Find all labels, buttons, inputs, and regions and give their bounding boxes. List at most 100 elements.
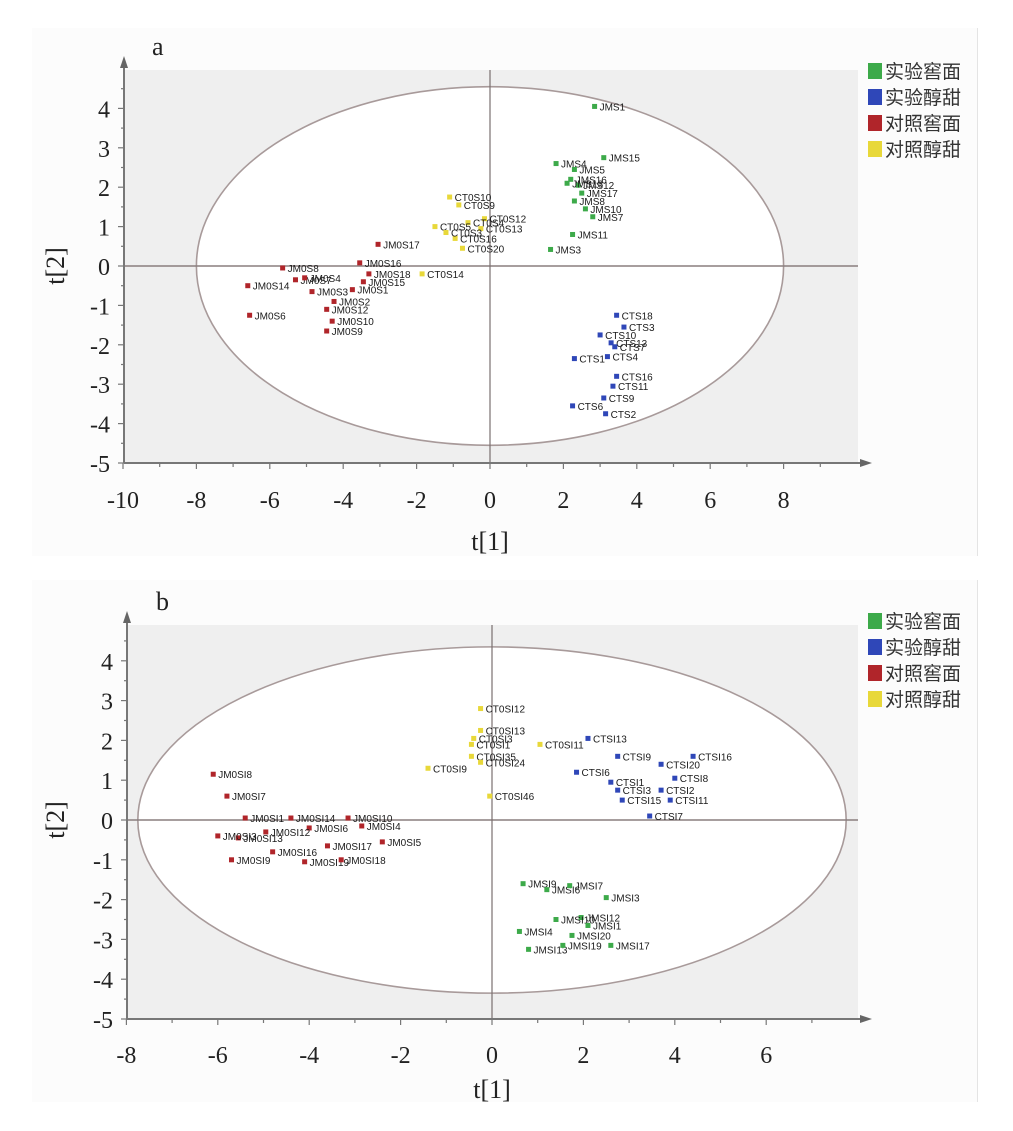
x-tick-label: 0 [486,1043,498,1069]
data-point-label: JMSI12 [586,914,620,925]
data-point-e8d83a [471,735,477,741]
data-point-2f47b8 [608,340,614,346]
data-point-label: JMS8 [579,197,605,208]
data-point-label: CT0S4 [473,219,505,230]
data-point-2f47b8 [603,411,609,417]
data-point-label: JM0SI16 [278,848,318,859]
data-point-e8d83a [443,230,449,236]
data-point-b0252a [210,771,216,777]
data-point-e8d83a [481,216,487,222]
data-point-3daa4a [601,155,607,161]
x-tick-label: 8 [778,488,790,514]
legend-swatch [868,665,882,681]
x-tick-label: 6 [760,1043,772,1069]
legend-label: 实验醇甜 [885,637,961,659]
data-point-label: JMSI6 [552,886,581,897]
legend-swatch [868,89,882,105]
data-point-b0252a [309,289,315,295]
y-tick-label: -3 [90,373,110,399]
data-point-label: JM0SI14 [296,814,336,825]
x-tick-label: 6 [704,488,716,514]
data-point-label: JM0S18 [374,270,411,281]
data-point-label: CT0S12 [489,215,526,226]
y-tick-label: -2 [90,334,110,360]
data-point-label: CTS9 [609,394,635,405]
chart-panel-a: 4 3 2 1 0 -1 -2 -3 -4 -5 -10 -8 -6 -4 -2 0 2 4 6 8 t[1] t[2] a… [32,28,978,556]
data-point-label: CTSI20 [666,760,700,771]
data-point-b0252a [229,857,235,863]
data-point-label: CTSI15 [627,796,661,807]
data-point-b0252a [359,823,365,829]
data-point-label: CTSI1 [616,778,645,789]
data-point-label: JM0S7 [300,276,332,287]
data-point-e8d83a [478,759,484,765]
data-point-b0252a [245,283,251,289]
data-point-3daa4a [569,932,575,938]
data-point-label: JMS7 [598,213,624,224]
data-point-b0252a [280,265,286,271]
data-point-label: JM0S15 [368,278,405,289]
data-point-label: CTSI8 [680,774,709,785]
x-tick-label: -4 [299,1043,319,1069]
data-point-b0252a [292,277,298,283]
data-point-label: CTS18 [622,311,654,322]
panel-label: a [152,32,164,61]
data-point-label: JM0SI7 [232,792,266,803]
data-point-label: CTSI11 [675,796,709,807]
legend-label: 对照窖面 [885,663,961,685]
data-point-label: JM0S6 [255,311,287,322]
data-point-3daa4a [516,928,522,934]
legend-swatch [868,691,882,707]
data-point-2f47b8 [658,787,664,793]
data-point-2f47b8 [619,797,625,803]
data-point-2f47b8 [610,383,616,389]
data-point-label: CT0SI35 [476,752,516,763]
data-point-3daa4a [544,887,550,893]
data-point-e8d83a [478,226,484,232]
y-tick-label: 0 [98,255,110,281]
data-point-label: CTS4 [612,353,638,364]
chart-panel-b: 4 3 2 1 0 -1 -2 -3 -4 -5 -8 -6 -4 -2 0 2 4 6 t[1] t[2] b JMSI… [32,580,978,1102]
data-point-b0252a [324,328,330,334]
data-point-label: CT0SI9 [433,764,467,775]
data-point-3daa4a [571,198,577,204]
data-point-2f47b8 [690,753,696,759]
data-point-label: JMS16 [576,175,608,186]
data-point-2f47b8 [621,324,627,330]
x-axis-label: t[1] [471,527,509,556]
data-point-label: JM0SI4 [367,822,401,833]
data-point-e8d83a [425,765,431,771]
data-point-e8d83a [432,224,438,230]
data-point-label: JM0SI5 [387,838,421,849]
legend-swatch [868,639,882,655]
data-point-label: CTS7 [620,343,646,354]
data-point-label: JM0SI13 [243,834,283,845]
data-point-e8d83a [447,194,453,200]
data-point-2f47b8 [608,779,614,785]
y-tick-label: 3 [101,690,113,716]
data-point-label: JMSI1 [593,921,622,932]
legend-label: 实验醇甜 [885,87,961,109]
data-point-3daa4a [520,881,526,887]
data-point-label: CT0S14 [427,270,464,281]
data-point-b0252a [242,815,248,821]
y-tick-label: -3 [93,928,113,954]
data-point-label: CT0SI13 [486,726,526,737]
panel-label: b [156,587,169,616]
data-point-label: CT0SI11 [545,740,584,751]
data-point-label: CT0SI1 [476,740,510,751]
data-point-b0252a [329,318,335,324]
data-point-b0252a [357,260,363,266]
x-tick-label: -4 [333,488,353,514]
data-point-label: JMS4 [561,160,587,171]
data-point-label: JMS13 [572,179,604,190]
data-point-label: JMSI20 [577,931,611,942]
data-point-label: JMSI4 [524,927,553,938]
y-tick-label: 4 [101,650,113,676]
x-tick-label: 4 [631,488,643,514]
y-tick-label: -1 [90,294,110,320]
data-point-label: JMS12 [583,181,615,192]
data-point-b0252a [235,835,241,841]
data-point-3daa4a [570,231,576,237]
data-point-b0252a [375,241,381,247]
